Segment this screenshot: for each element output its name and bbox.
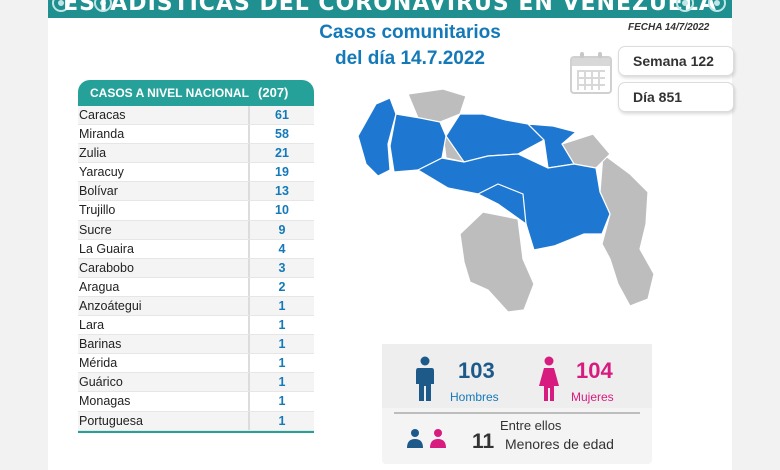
children-icon: [407, 429, 446, 448]
state-name: Aragua: [79, 279, 120, 294]
state-name: Trujillo: [79, 203, 116, 218]
table-row: Bolívar 13: [78, 182, 314, 202]
table-row: Carabobo 3: [78, 258, 314, 278]
case-count: 58: [248, 125, 314, 144]
state-name: Mérida: [79, 356, 118, 371]
case-count: 21: [248, 144, 314, 163]
table-row: Anzoátegui 1: [78, 296, 314, 317]
case-count: 61: [248, 106, 314, 125]
map-region-blue: [476, 183, 527, 226]
map-region-blue: [445, 113, 545, 163]
day-badge: Día 851: [618, 82, 734, 112]
map-region-gray: [459, 211, 535, 313]
page-subtitle: Casos comunitarios del día 14.7.2022: [290, 20, 530, 72]
woman-icon: [539, 356, 559, 401]
man-icon: [416, 356, 434, 401]
divider: [394, 412, 640, 414]
case-count: 9: [248, 220, 314, 239]
week-badge: Semana 122: [618, 46, 734, 76]
case-count: 1: [248, 335, 314, 354]
date-label: FECHA 14/7/2022: [628, 22, 710, 33]
case-count: 19: [248, 163, 314, 182]
map-region-gray: [599, 152, 655, 307]
state-name: Caracas: [79, 108, 126, 122]
case-count: 1: [248, 296, 314, 316]
case-count: 1: [248, 392, 314, 411]
cases-table: Caracas 61 Miranda 58 Zulia 21 Yaracuy 19 Bolíva…: [78, 106, 314, 433]
map-region-blue: [526, 123, 578, 169]
table-row: Guárico 1: [78, 373, 314, 393]
subtitle-line-2: del día 14.7.2022: [335, 48, 485, 69]
table-row: Trujillo 10: [78, 201, 314, 221]
state-name: Bolívar: [79, 184, 118, 199]
minors-count: 11: [472, 430, 495, 453]
table-row: Mérida 1: [78, 354, 314, 374]
state-name: Carabobo: [79, 260, 134, 275]
virus-icon: [676, 0, 694, 12]
virus-icon: [52, 0, 70, 12]
table-row: Sucre 9: [78, 220, 314, 240]
table-header-total: (207): [258, 85, 289, 100]
state-name: Yaracuy: [79, 165, 124, 180]
table-row: Barinas 1: [78, 335, 314, 355]
virus-icon: [94, 0, 112, 12]
state-name: La Guaira: [79, 241, 134, 256]
state-name: Monagas: [79, 394, 131, 409]
men-count: 103: [458, 358, 495, 383]
table-row: Portuguesa 1: [78, 411, 314, 431]
table-row: Caracas 61: [78, 106, 314, 126]
case-count: 1: [248, 354, 314, 373]
men-label: Hombres: [450, 390, 499, 404]
state-name: Anzoátegui: [79, 298, 142, 313]
case-count: 1: [248, 411, 314, 430]
table-header: CASOS A NIVEL NACIONAL (207): [78, 80, 314, 106]
state-name: Sucre: [79, 222, 112, 237]
table-row: Lara 1: [78, 316, 314, 336]
subtitle-line-1: Casos comunitarios: [319, 22, 501, 43]
state-name: Guárico: [79, 375, 123, 390]
state-name: Portuguesa: [79, 413, 143, 428]
state-name: Zulia: [79, 146, 107, 161]
virus-icon: [708, 0, 726, 12]
table-row: Miranda 58: [78, 125, 314, 145]
state-name: Barinas: [79, 337, 122, 352]
case-count: 10: [248, 201, 314, 220]
title-banner: ESTADÍSTICAS DEL CORONAVIRUS EN VENEZUEL…: [48, 0, 732, 18]
minors-label: Menores de edad: [505, 436, 614, 452]
case-count: 3: [248, 258, 314, 277]
women-label: Mujeres: [571, 390, 614, 404]
case-count: 4: [248, 239, 314, 258]
minors-intro: Entre ellos: [500, 418, 562, 433]
banner-title: ESTADÍSTICAS DEL CORONAVIRUS EN VENEZUEL…: [63, 0, 717, 16]
state-name: Lara: [79, 318, 105, 333]
case-count: 2: [248, 277, 314, 296]
table-row: Monagas 1: [78, 392, 314, 412]
case-count: 1: [248, 316, 314, 335]
table-header-label: CASOS A NIVEL NACIONAL: [90, 86, 249, 100]
state-name: Miranda: [79, 127, 125, 142]
table-row: Aragua 2: [78, 277, 314, 297]
left-margin: [0, 0, 48, 470]
map-region-blue: [357, 97, 397, 177]
women-count: 104: [576, 358, 613, 383]
table-row: Yaracuy 19: [78, 163, 314, 183]
case-count: 13: [248, 182, 314, 201]
case-count: 1: [248, 373, 314, 392]
table-row: Zulia 21: [78, 144, 314, 164]
venezuela-map: [357, 88, 655, 313]
calendar-icon: [570, 52, 612, 94]
table-row: La Guaira 4: [78, 239, 314, 259]
right-margin: [732, 0, 780, 470]
